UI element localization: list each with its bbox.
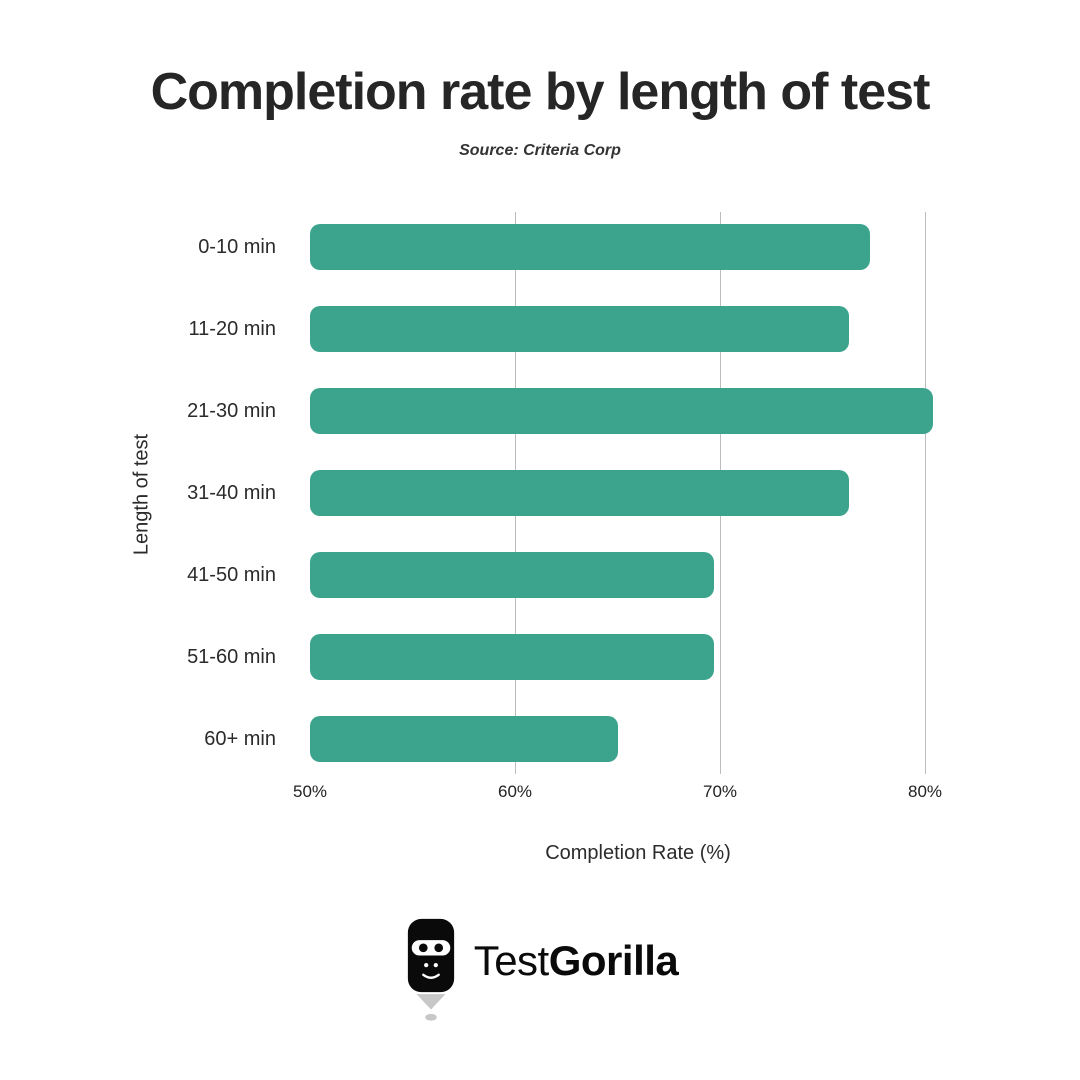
bar [310, 552, 714, 598]
bar-row: 21-30 min [120, 388, 966, 434]
bar-row: 0-10 min [120, 224, 966, 270]
bar-rows: 0-10 min 11-20 min 21-30 min 31-40 min 41-50… [120, 224, 966, 762]
bar-row: 11-20 min [120, 306, 966, 352]
category-label: 21-30 min [187, 399, 276, 422]
category-label: 31-40 min [187, 481, 276, 504]
plot-area: 0-10 min 11-20 min 21-30 min 31-40 min 41-50… [120, 212, 966, 774]
chart-source: Source: Criteria Corp [459, 142, 621, 159]
x-tick-label: 50% [292, 782, 328, 801]
bar [310, 224, 870, 270]
bar [310, 470, 850, 516]
category-label: 60+ min [204, 727, 276, 750]
logo-wordmark: TestGorilla [474, 937, 679, 1003]
logo-text-regular: Test [473, 937, 550, 984]
x-tick-label: 70% [702, 782, 738, 801]
bar-track [310, 224, 966, 270]
gridline [925, 212, 926, 774]
bar-row: 41-50 min [120, 552, 966, 598]
chart-title: Completion rate by length of test [150, 63, 931, 121]
bar [310, 388, 934, 434]
bar-track [310, 306, 966, 352]
bar-row: 51-60 min [120, 634, 966, 680]
x-tick-label: 80% [907, 782, 943, 801]
bar-track [310, 552, 966, 598]
x-axis-ticks: 50% 60% 70% 80% [293, 782, 966, 806]
category-label: 11-20 min [188, 317, 276, 340]
bar-row: 31-40 min [120, 470, 966, 516]
bar-chart: Length of test 0-10 min 11-20 min 21-30 mi… [120, 212, 966, 865]
category-label: 41-50 min [187, 563, 276, 586]
bar-row: 60+ min [120, 716, 966, 762]
x-axis-title: Completion Rate (%) [545, 842, 731, 864]
bar-track [310, 634, 966, 680]
bar-track [310, 388, 966, 434]
bar-track [310, 470, 966, 516]
logo-text-bold: Gorilla [548, 937, 679, 984]
bar [310, 306, 850, 352]
testgorilla-logo: TestGorilla [0, 917, 1080, 1023]
bar [310, 634, 714, 680]
bar-track [310, 716, 966, 762]
category-label: 0-10 min [198, 235, 276, 258]
x-tick-label: 60% [497, 782, 533, 801]
gorilla-pencil-icon [407, 918, 454, 1021]
category-label: 51-60 min [187, 645, 276, 668]
bar [310, 716, 618, 762]
